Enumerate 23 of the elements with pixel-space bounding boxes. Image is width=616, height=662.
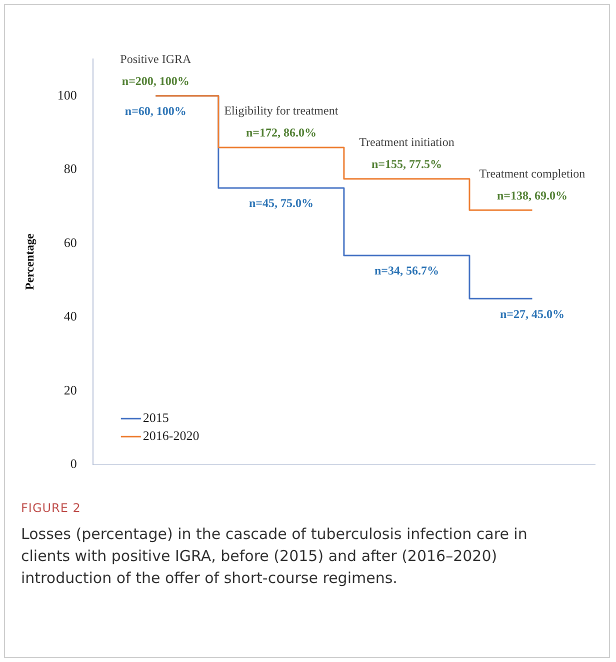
data-label: n=200, 100% (122, 74, 190, 88)
annotation: Treatment completion (479, 166, 586, 180)
y-tick-label: 40 (64, 308, 77, 324)
y-tick-label: 80 (64, 161, 77, 176)
y-tick-label: 20 (64, 382, 77, 398)
text: Losses (percentage) in the cascade of tuberculosis infection care in clients with positive IGRA, before (2015) and after (2016–2020) introduction of the offer of short-course regimens. (21, 524, 528, 589)
data-label: n=172, 86.0% (246, 126, 316, 140)
legend-label: 2015 (142, 410, 169, 426)
annotation: Positive IGRA (120, 52, 192, 66)
annotation: Treatment initiation (359, 134, 454, 149)
y-tick-label: 100 (57, 87, 77, 102)
y-tick-label: 60 (64, 234, 77, 250)
legend-label: 2016-2020 (142, 428, 200, 444)
annotation: Eligibility for treatment (224, 104, 339, 118)
data-label: n=34, 56.7% (374, 264, 439, 278)
data-label: n=155, 77.5% (371, 156, 442, 171)
data-label: n=45, 75.0% (248, 196, 314, 210)
text: FIGURE 2 (21, 501, 81, 515)
data-label: n=60, 100% (124, 104, 186, 118)
data-label: n=138, 69.0% (496, 188, 568, 202)
y-axis-title: Percentage (22, 232, 36, 290)
y-tick-label: 0 (70, 456, 77, 472)
data-label: n=27, 45.0% (500, 306, 564, 321)
